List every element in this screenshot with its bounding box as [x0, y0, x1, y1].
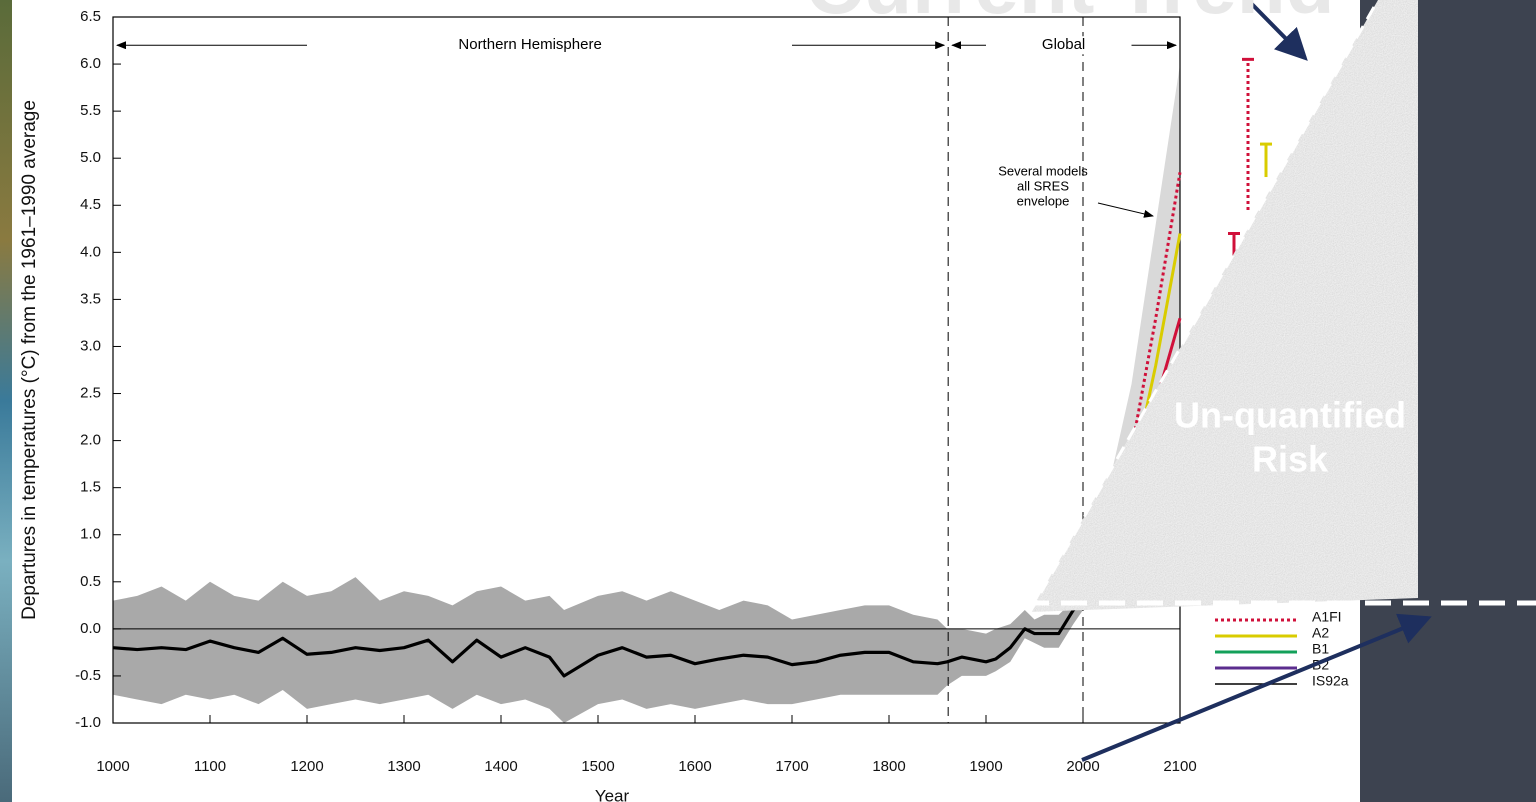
risk-label: Risk	[1252, 439, 1329, 480]
x-tick-label: 1200	[290, 758, 323, 775]
x-tick-label: 1500	[581, 758, 614, 775]
legend-label: IS92a	[1312, 673, 1349, 689]
risk-label: Un-quantified	[1174, 395, 1406, 436]
y-tick-label: 5.0	[80, 149, 101, 166]
y-tick-label: 1.0	[80, 526, 101, 543]
y-tick-label: 3.5	[80, 290, 101, 307]
photo-strip	[0, 0, 12, 802]
y-tick-label: -1.0	[75, 714, 101, 731]
x-tick-label: 1400	[484, 758, 517, 775]
y-tick-label: -0.5	[75, 667, 101, 684]
x-tick-label: 2100	[1163, 758, 1196, 775]
x-tick-label: 1300	[387, 758, 420, 775]
y-tick-label: 0.5	[80, 573, 101, 590]
x-tick-label: 1600	[678, 758, 711, 775]
x-tick-label: 1700	[775, 758, 808, 775]
legend-label: A1FI	[1312, 609, 1342, 625]
y-tick-label: 6.5	[80, 8, 101, 25]
slide: -1.0 -0.5 0.0 0.5 1.0 1.5 2.0 2.5 3.0 3.5 4.0 4.5 5.…	[0, 0, 1536, 802]
x-tick-label: 1000	[96, 758, 129, 775]
y-tick-label: 3.0	[80, 337, 101, 354]
legend-label: A2	[1312, 625, 1329, 641]
legend-label: B1	[1312, 641, 1329, 657]
y-tick-label: 2.5	[80, 385, 101, 402]
x-axis-label: Year	[595, 786, 630, 802]
y-tick-label: 4.0	[80, 243, 101, 260]
page: -1.0 -0.5 0.0 0.5 1.0 1.5 2.0 2.5 3.0 3.5 4.0 4.5 5.…	[0, 0, 1536, 802]
x-tick-label: 1900	[969, 758, 1002, 775]
y-tick-label: 5.5	[80, 102, 101, 119]
y-tick-label: 2.0	[80, 432, 101, 449]
y-tick-label: 4.5	[80, 196, 101, 213]
annotation: Several models	[998, 163, 1088, 178]
y-tick-label: 6.0	[80, 55, 101, 72]
y-tick-label: 1.5	[80, 479, 101, 496]
period-label: Global	[1042, 36, 1085, 53]
y-axis-label: Departures in temperatures (°C) from the…	[19, 100, 40, 620]
annotation: envelope	[1017, 193, 1070, 208]
x-tick-label: 1100	[194, 758, 226, 775]
y-tick-label: 0.0	[80, 620, 101, 637]
period-label: Northern Hemisphere	[458, 36, 601, 53]
slide-title: Current Trend	[806, 0, 1335, 30]
x-tick-label: 1800	[872, 758, 905, 775]
annotation: all SRES	[1017, 178, 1069, 193]
